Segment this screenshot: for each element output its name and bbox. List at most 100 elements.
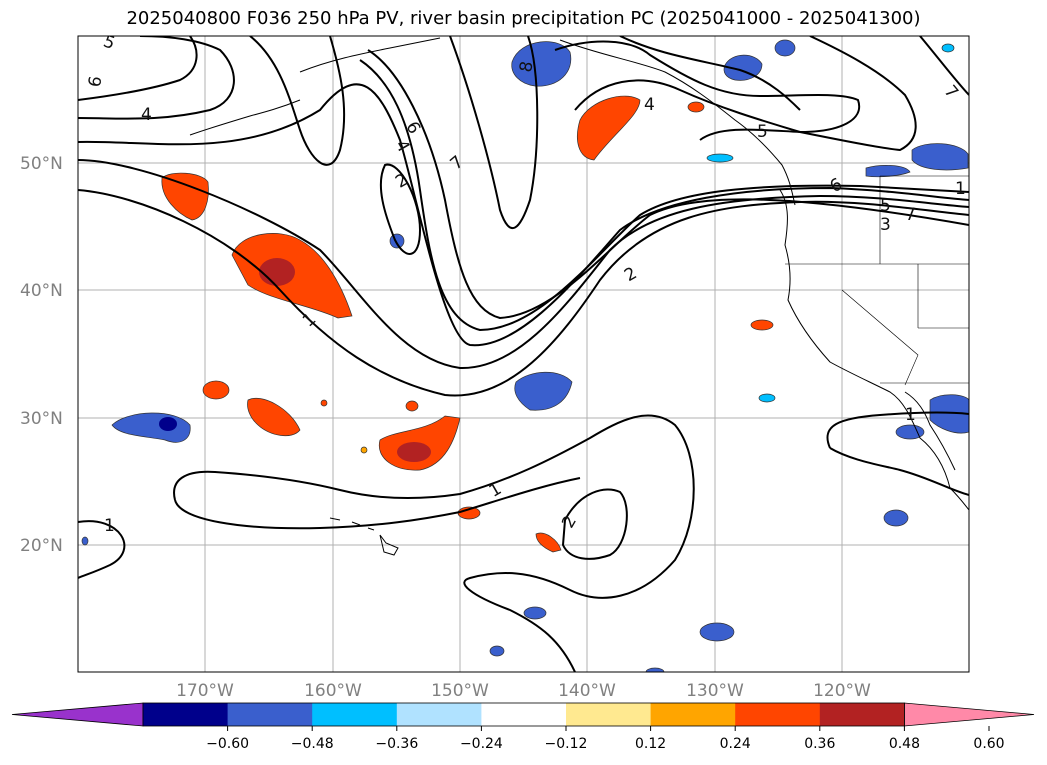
colorbar-tick-label: −0.60	[206, 736, 249, 752]
gridlines	[78, 36, 969, 672]
pv-contour-7	[78, 36, 198, 101]
precip-blob	[699, 622, 735, 642]
colorbar-swatch	[227, 703, 313, 726]
colorbar-swatch	[566, 703, 652, 726]
pv-contour-2	[78, 159, 969, 370]
precip-blob	[911, 143, 969, 171]
pv-contour-12	[574, 36, 917, 152]
pv-contour-11	[554, 40, 861, 141]
precip-blob	[514, 371, 573, 411]
coastline-aleutians	[299, 37, 441, 73]
precip-blob	[159, 417, 177, 431]
colorbar-tick-label: 0.60	[973, 736, 1004, 752]
lat-label: 50°N	[20, 154, 63, 174]
colorbar-swatch	[312, 703, 398, 726]
colorbar-tick-label: −0.12	[545, 736, 588, 752]
colorbar-tick-label: 0.24	[720, 736, 751, 752]
lat-label: 30°N	[20, 409, 63, 429]
precip-blob	[489, 645, 505, 657]
precip-blob	[523, 606, 547, 620]
contour-label: 1	[104, 516, 115, 536]
precip-blob	[397, 442, 431, 462]
colorbar-tick-label: −0.36	[375, 736, 418, 752]
coastline-alaska-bc	[559, 39, 796, 206]
precip-blob	[320, 399, 328, 407]
colorbar-tick-label: −0.24	[460, 736, 503, 752]
pv-contour-10	[449, 36, 539, 230]
colorbar-tick-label: 0.12	[635, 736, 666, 752]
lon-labels: 170°W 160°W 150°W 140°W 130°W 120°W	[176, 681, 871, 701]
pv-contour-13	[619, 36, 801, 111]
precip-blob	[247, 398, 301, 437]
colorbar-tick-label: 0.36	[804, 736, 835, 752]
coastline-aleutians-west	[189, 99, 301, 136]
precip-blob	[865, 165, 911, 178]
pv-contour-4	[359, 59, 969, 332]
lon-label: 150°W	[431, 681, 489, 701]
pv-contour-9	[379, 163, 422, 255]
precip-blob	[81, 536, 89, 546]
precip-blob	[259, 258, 295, 286]
pv-contour-6	[78, 36, 235, 120]
precip-blob	[577, 95, 641, 161]
pv-contour-5	[367, 49, 969, 320]
lon-label: 130°W	[686, 681, 744, 701]
map-background	[78, 36, 969, 672]
colorbar-extend-low	[11, 702, 144, 727]
colorbar-swatch	[735, 703, 821, 726]
precip-blob	[360, 446, 368, 454]
precip-blob	[941, 43, 955, 53]
colorbar-swatch	[819, 703, 905, 726]
colorbar-swatch	[481, 703, 567, 726]
pv-contour-15	[78, 520, 126, 579]
precip-blob	[389, 233, 405, 249]
contour-label: 8	[516, 60, 538, 74]
precip-blob	[774, 39, 796, 57]
precip-blob	[758, 393, 776, 403]
colorbar-tick-label: 0.48	[889, 736, 920, 752]
precip-blob	[511, 41, 572, 87]
precip-blob	[750, 319, 774, 331]
precip-blob	[645, 667, 665, 672]
colorbar-swatch	[396, 703, 482, 726]
colorbar-extend-high	[904, 702, 1035, 727]
colorbar-swatch	[650, 703, 736, 726]
precip-blob	[883, 509, 909, 527]
coastline-north-america	[779, 189, 969, 511]
lat-label: 40°N	[20, 281, 63, 301]
pv-contour-3	[78, 83, 969, 347]
border-california	[841, 289, 919, 386]
precip-blob	[405, 400, 419, 412]
map-title: 2025040800 F036 250 hPa PV, river basin …	[126, 8, 921, 29]
colorbar-swatch	[143, 703, 229, 726]
lat-labels: 50°N 40°N 30°N 20°N	[20, 154, 63, 556]
lon-label: 160°W	[304, 681, 362, 701]
pv-contours	[78, 36, 969, 672]
pv-contour-16	[173, 414, 695, 672]
contour-label: 5	[880, 196, 891, 216]
pv-contour-18	[561, 488, 628, 560]
precip-blob	[535, 532, 562, 553]
lon-label: 170°W	[176, 681, 234, 701]
pv-contour-19	[826, 411, 969, 449]
pv-contour-17	[174, 477, 581, 530]
precip-blob	[929, 394, 969, 434]
precip-blob	[161, 172, 209, 221]
pv-contour-20	[829, 447, 969, 496]
coastlines	[189, 37, 969, 556]
lat-label: 20°N	[20, 536, 63, 556]
contour-label: 4	[141, 105, 152, 125]
contour-label: 6	[85, 75, 107, 89]
colorbar: −0.60 −0.48 −0.36 −0.24 −0.12 0.12 0.24 0.36 0.4…	[11, 702, 1035, 752]
contour-label: 5	[757, 122, 768, 142]
colorbar-tick-label: −0.48	[291, 736, 334, 752]
map-frame	[77, 35, 970, 673]
pv-contour-8	[249, 36, 346, 166]
lon-label: 140°W	[558, 681, 616, 701]
precip-blob	[706, 153, 734, 163]
precip-blob	[895, 424, 925, 440]
coastline-baja	[904, 391, 956, 471]
contour-label: 3	[880, 215, 891, 235]
colorbar-frame	[142, 702, 905, 727]
